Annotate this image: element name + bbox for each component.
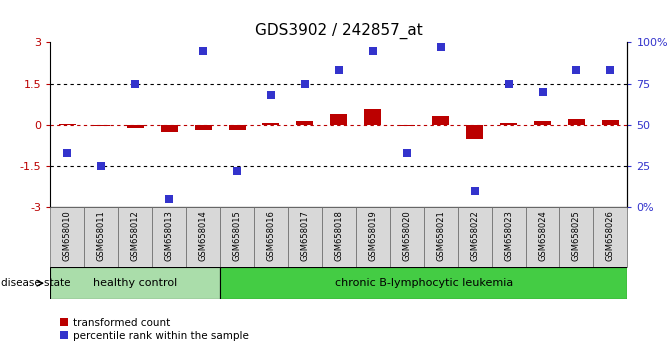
Bar — [356, 207, 390, 267]
Bar — [85, 207, 118, 267]
Point — [401, 150, 412, 156]
Bar — [127, 125, 144, 128]
Text: GSM658023: GSM658023 — [504, 211, 513, 261]
Bar — [220, 267, 627, 299]
Text: GSM658019: GSM658019 — [368, 211, 377, 261]
Bar — [186, 207, 220, 267]
Bar — [364, 109, 381, 125]
Text: GSM658012: GSM658012 — [131, 211, 140, 261]
Bar — [330, 114, 348, 125]
Bar — [602, 120, 619, 125]
Bar — [560, 207, 593, 267]
Bar — [262, 122, 279, 125]
Text: GSM658013: GSM658013 — [164, 211, 174, 261]
Point — [333, 68, 344, 73]
Bar — [423, 207, 458, 267]
Bar — [59, 124, 76, 125]
Bar — [432, 116, 449, 125]
Text: GDS3902 / 242857_at: GDS3902 / 242857_at — [255, 23, 423, 39]
Text: GSM658021: GSM658021 — [436, 211, 445, 261]
Bar — [466, 125, 483, 138]
Text: chronic B-lymphocytic leukemia: chronic B-lymphocytic leukemia — [335, 278, 513, 288]
Text: GSM658014: GSM658014 — [199, 211, 207, 261]
Point — [164, 196, 174, 202]
Text: GSM658024: GSM658024 — [538, 211, 547, 261]
Bar — [195, 125, 211, 130]
Text: GSM658015: GSM658015 — [233, 211, 242, 261]
Bar — [568, 119, 585, 125]
Text: disease state: disease state — [1, 278, 70, 288]
Bar — [458, 207, 492, 267]
Bar — [118, 207, 152, 267]
Point — [266, 92, 276, 98]
Point — [130, 81, 140, 86]
Text: GSM658025: GSM658025 — [572, 211, 581, 261]
Point — [231, 168, 242, 174]
Text: GSM658026: GSM658026 — [606, 211, 615, 261]
Point — [571, 68, 582, 73]
Point — [435, 45, 446, 50]
Point — [368, 48, 378, 53]
Bar — [93, 125, 110, 126]
Text: GSM658018: GSM658018 — [334, 211, 344, 261]
Bar — [322, 207, 356, 267]
Bar — [254, 207, 288, 267]
Point — [503, 81, 514, 86]
Point — [96, 163, 107, 169]
Text: GSM658016: GSM658016 — [266, 211, 276, 261]
Bar — [593, 207, 627, 267]
Bar — [229, 125, 246, 130]
Text: GSM658011: GSM658011 — [97, 211, 106, 261]
Bar — [160, 125, 178, 132]
Bar — [297, 121, 313, 125]
Bar — [525, 207, 560, 267]
Point — [299, 81, 310, 86]
Text: GSM658022: GSM658022 — [470, 211, 479, 261]
Bar — [534, 121, 551, 125]
Bar — [492, 207, 525, 267]
Point — [198, 48, 209, 53]
Text: GSM658020: GSM658020 — [402, 211, 411, 261]
Point — [605, 68, 616, 73]
Bar — [399, 125, 415, 126]
Text: GSM658017: GSM658017 — [301, 211, 309, 261]
Point — [537, 89, 548, 95]
Legend: transformed count, percentile rank within the sample: transformed count, percentile rank withi… — [56, 314, 253, 345]
Bar — [390, 207, 423, 267]
Point — [62, 150, 72, 156]
Bar — [288, 207, 322, 267]
Bar — [220, 207, 254, 267]
Bar — [50, 267, 220, 299]
Bar — [50, 207, 85, 267]
Text: GSM658010: GSM658010 — [63, 211, 72, 261]
Bar — [500, 123, 517, 125]
Text: healthy control: healthy control — [93, 278, 177, 288]
Point — [469, 188, 480, 193]
Bar — [152, 207, 186, 267]
